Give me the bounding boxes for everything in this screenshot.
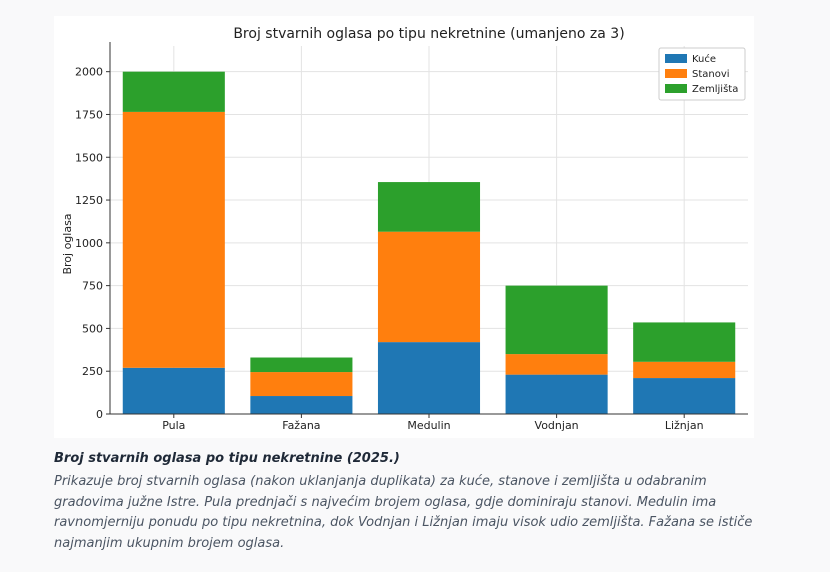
bars-layer	[122, 71, 736, 414]
figure-caption: Broj stvarnih oglasa po tipu nekretnine …	[54, 450, 774, 554]
bar-segment	[250, 396, 353, 414]
y-axis-label: Broj oglasa	[61, 213, 74, 274]
y-tick-label: 500	[82, 322, 103, 335]
bar-segment	[122, 71, 225, 112]
bar-segment	[633, 322, 736, 362]
bar-segment	[122, 367, 225, 414]
bar-segment	[250, 372, 353, 397]
legend: Kuće Stanovi Zemljišta	[658, 47, 746, 101]
legend-swatch	[665, 54, 687, 63]
legend-swatch	[665, 84, 687, 93]
stacked-bar-chart: 0 250 500 750 1000 1250 1500 1750 2000 Pula Fažana…	[61, 26, 748, 432]
bar-segment	[377, 182, 481, 232]
legend-label: Kuće	[692, 53, 716, 65]
axes-layer: 0 250 500 750 1000 1250 1500 1750 2000 Pula Fažana…	[75, 42, 748, 432]
x-tick-label: Ližnjan	[665, 419, 704, 432]
y-tick-label: 750	[82, 280, 103, 293]
bar-segment	[633, 378, 736, 414]
chart-figure: 0 250 500 750 1000 1250 1500 1750 2000 Pula Fažana…	[54, 16, 754, 438]
y-tick-label: 1500	[75, 151, 103, 164]
caption-text: Prikazuje broj stvarnih oglasa (nakon uk…	[54, 474, 753, 551]
y-tick-label: 250	[82, 365, 103, 378]
x-tick-label: Fažana	[282, 419, 320, 432]
legend-label: Stanovi	[692, 69, 730, 80]
x-tick-label: Vodnjan	[535, 419, 579, 432]
bar-segment	[377, 342, 481, 414]
x-tick-label: Medulin	[407, 419, 450, 432]
x-tick-label: Pula	[162, 419, 185, 432]
bar-segment	[633, 361, 736, 379]
bar-segment	[250, 357, 353, 373]
y-tick-label: 0	[96, 408, 103, 421]
y-tick-label: 1000	[75, 237, 103, 250]
legend-label: Zemljišta	[692, 83, 738, 95]
bar-segment	[505, 285, 608, 355]
bar-segment	[505, 374, 608, 414]
bar-segment	[505, 354, 608, 375]
y-tick-label: 1250	[75, 194, 103, 207]
bar-segment	[377, 231, 481, 343]
chart-title: Broj stvarnih oglasa po tipu nekretnine …	[233, 26, 624, 42]
caption-title: Broj stvarnih oglasa po tipu nekretnine …	[54, 451, 400, 466]
bar-segment	[122, 111, 225, 368]
legend-swatch	[665, 69, 687, 78]
y-tick-label: 1750	[75, 108, 103, 121]
y-tick-label: 2000	[75, 66, 103, 79]
